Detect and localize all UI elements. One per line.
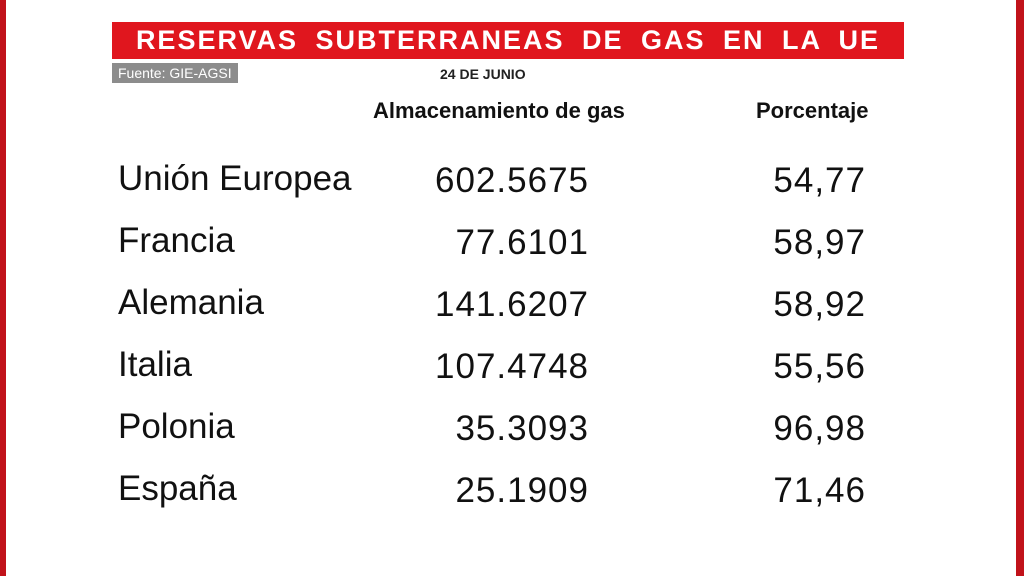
- table-row: Alemania 141.6207 58,92: [0, 279, 1024, 341]
- table-row: España 25.1909 71,46: [0, 465, 1024, 527]
- page-title: RESERVAS SUBTERRANEAS DE GAS EN LA UE: [135, 25, 881, 55]
- column-header-storage: Almacenamiento de gas: [373, 98, 625, 123]
- country-cell: Alemania: [118, 283, 264, 322]
- data-table: Unión Europea 602.5675 54,77 Francia 77.…: [0, 155, 1024, 527]
- country-cell: Polonia: [118, 407, 235, 446]
- country-cell: España: [118, 469, 237, 508]
- percent-cell: 71,46: [773, 471, 866, 510]
- country-cell: Francia: [118, 221, 235, 260]
- percent-cell: 96,98: [773, 409, 866, 448]
- storage-cell: 25.1909: [455, 471, 589, 510]
- percent-cell: 58,97: [773, 223, 866, 262]
- table-row: Unión Europea 602.5675 54,77: [0, 155, 1024, 217]
- storage-cell: 107.4748: [435, 347, 589, 386]
- table-row: Italia 107.4748 55,56: [0, 341, 1024, 403]
- storage-cell: 602.5675: [435, 161, 589, 200]
- storage-cell: 77.6101: [455, 223, 589, 262]
- storage-cell: 141.6207: [435, 285, 589, 324]
- table-row: Polonia 35.3093 96,98: [0, 403, 1024, 465]
- right-border: [1016, 0, 1024, 576]
- title-bar: RESERVAS SUBTERRANEAS DE GAS EN LA UE: [112, 22, 904, 59]
- table-row: Francia 77.6101 58,97: [0, 217, 1024, 279]
- storage-cell: 35.3093: [455, 409, 589, 448]
- country-cell: Italia: [118, 345, 192, 384]
- percent-cell: 54,77: [773, 161, 866, 200]
- country-cell: Unión Europea: [118, 159, 352, 198]
- percent-cell: 55,56: [773, 347, 866, 386]
- date-label: 24 DE JUNIO: [440, 66, 526, 82]
- column-header-percent: Porcentaje: [756, 98, 869, 123]
- percent-cell: 58,92: [773, 285, 866, 324]
- source-label: Fuente: GIE-AGSI: [112, 63, 238, 83]
- left-border: [0, 0, 6, 576]
